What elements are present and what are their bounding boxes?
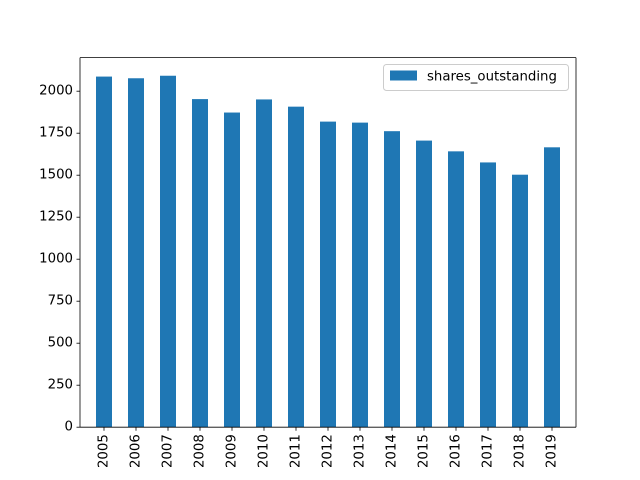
x-tick-label: 2017 — [481, 434, 496, 468]
y-axis-ticks: 0 250 500 750 1000 1250 1500 1750 2000 — [39, 84, 80, 435]
y-tick-label: 1000 — [39, 252, 73, 267]
x-tick-label: 2011 — [289, 434, 304, 468]
bar-2019 — [544, 147, 560, 428]
x-tick-label: 2009 — [225, 434, 240, 468]
x-tick-label: 2016 — [449, 434, 464, 468]
bars-group — [96, 75, 560, 428]
x-tick-label: 2013 — [353, 434, 368, 468]
bar-2012 — [320, 121, 336, 428]
bar-2016 — [448, 151, 464, 428]
y-tick-label: 1750 — [39, 126, 73, 141]
x-tick-label: 2015 — [417, 434, 432, 468]
bar-2005 — [96, 76, 112, 428]
x-tick-label: 2010 — [257, 434, 272, 468]
x-axis-ticks: 2005 2006 2007 2008 2009 2010 2011 2012 2013 2014… — [97, 427, 560, 468]
plot-frame — [79, 57, 577, 428]
x-tick-label: 2018 — [513, 434, 528, 468]
bar-2010 — [256, 99, 272, 428]
bar-2011 — [288, 106, 304, 428]
bar-2018 — [512, 174, 528, 428]
y-tick-label: 250 — [48, 378, 73, 393]
x-tick-label: 2012 — [321, 434, 336, 468]
legend-label: shares_outstanding — [427, 70, 557, 85]
x-tick-label: 2005 — [97, 434, 112, 468]
bar-2013 — [352, 122, 368, 428]
x-tick-label: 2007 — [161, 434, 176, 468]
y-tick-label: 750 — [48, 294, 73, 309]
y-tick-label: 2000 — [39, 84, 73, 99]
bar-2014 — [384, 131, 400, 428]
bar-2015 — [416, 140, 432, 428]
y-tick-label: 0 — [65, 420, 73, 435]
x-tick-label: 2006 — [129, 434, 144, 468]
bar-2008 — [192, 99, 208, 428]
x-tick-label: 2019 — [545, 434, 560, 468]
legend-box — [383, 64, 569, 91]
y-tick-label: 1250 — [39, 210, 73, 225]
legend: shares_outstanding — [383, 64, 569, 91]
legend-swatch — [390, 70, 417, 81]
bar-2007 — [160, 75, 176, 428]
bar-2009 — [224, 112, 240, 428]
x-tick-label: 2014 — [385, 434, 400, 468]
x-tick-label: 2008 — [193, 434, 208, 468]
y-tick-label: 500 — [48, 336, 73, 351]
y-tick-label: 1500 — [39, 168, 73, 183]
bar-2006 — [128, 78, 144, 428]
bar-2017 — [480, 162, 496, 428]
